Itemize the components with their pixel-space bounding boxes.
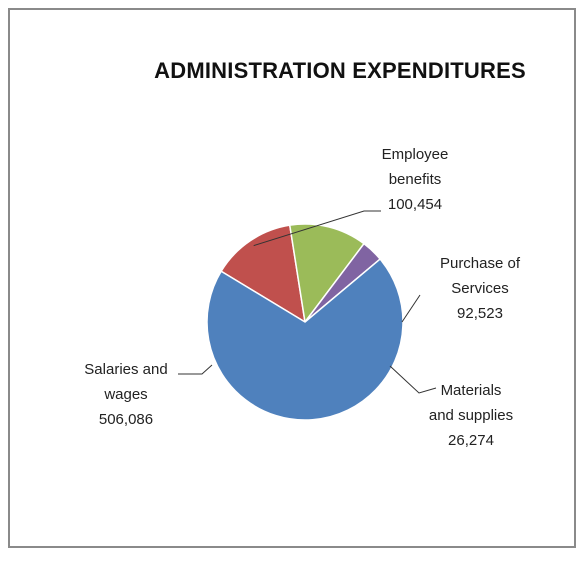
label-value: 26,274 [448,432,494,449]
label-line2: and supplies [428,407,514,424]
label-employee-benefits: Employee benefits 100,454 [367,142,463,217]
leader-line [389,365,437,394]
label-value: 506,086 [98,411,154,428]
leader-line [253,210,381,247]
label-line2: wages [104,386,148,403]
leader-line [401,294,421,323]
label-purchase-of-services: Purchase of Services 92,523 [425,251,535,326]
slice-purchase-of-services [288,223,366,324]
label-value: 100,454 [387,196,443,213]
leader-line [178,364,213,375]
label-line1: Purchase of [439,255,521,272]
chart-title: ADMINISTRATION EXPENDITURES [154,58,526,83]
label-materials-and-supplies: Materials and supplies 26,274 [412,378,530,453]
label-salaries-and-wages: Salaries and wages 506,086 [70,357,182,432]
label-value: 92,523 [457,305,503,322]
slice-salaries-and-wages [206,257,404,421]
label-line2: Services [451,280,509,297]
slice-employee-benefits [220,224,306,324]
label-line1: Materials [440,382,502,399]
label-line1: Employee [381,146,449,163]
label-line2: benefits [388,171,442,188]
label-line1: Salaries and [84,361,168,378]
